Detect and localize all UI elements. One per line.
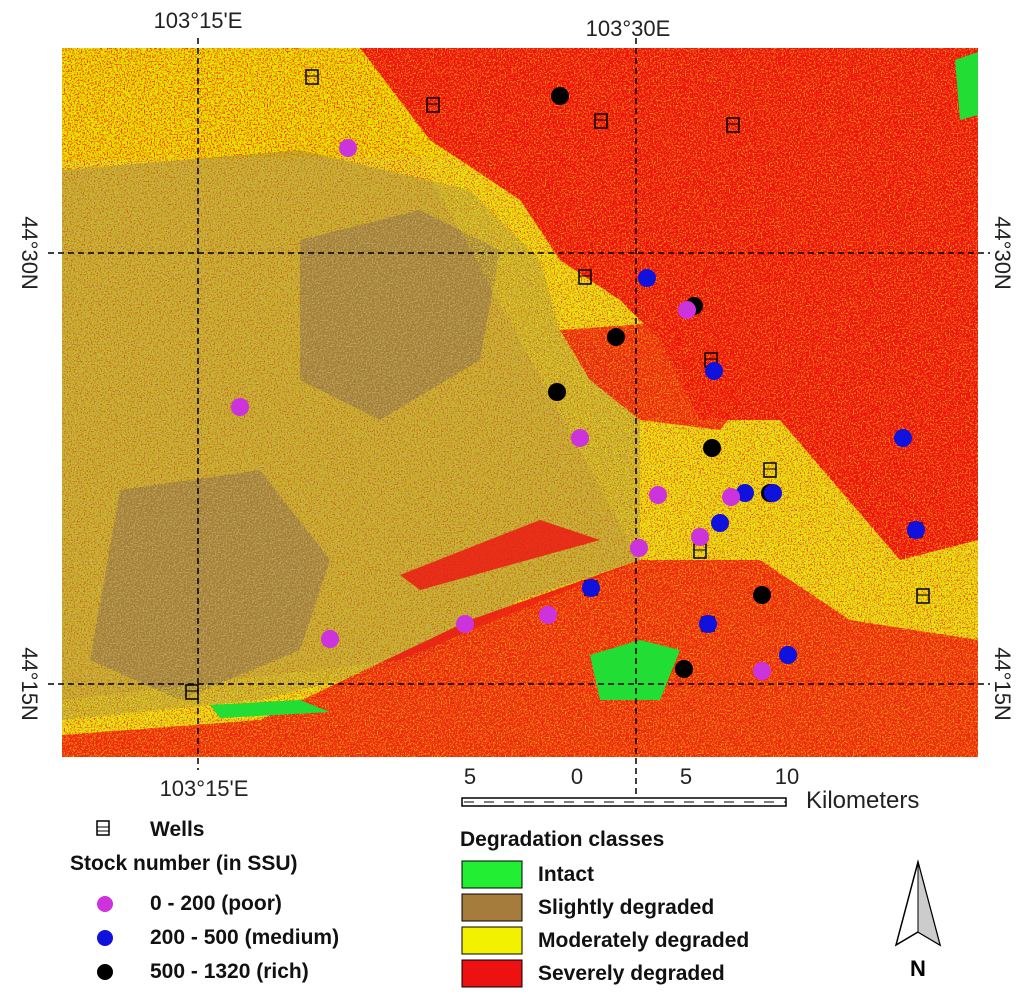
graticule xyxy=(48,38,990,800)
rich-site xyxy=(675,660,693,678)
well xyxy=(426,97,440,113)
legend-title: Degradation classes xyxy=(460,828,664,851)
well xyxy=(594,113,608,129)
scale-label: 0 xyxy=(571,764,583,789)
legend-label: 200 - 500 (medium) xyxy=(150,926,339,949)
poor-site xyxy=(691,528,709,546)
rich-site xyxy=(703,439,721,457)
poor-site xyxy=(339,139,357,157)
scale-label: 5 xyxy=(680,764,692,789)
scale-label: 10 xyxy=(775,764,799,789)
well xyxy=(916,588,930,604)
medium-site xyxy=(736,484,754,502)
scale-bar: 5 0 5 10 Kilometers xyxy=(461,764,919,814)
yellow-speckle xyxy=(62,48,978,757)
medium-site xyxy=(699,615,717,633)
poor-site xyxy=(753,662,771,680)
legend-swatch xyxy=(97,896,113,912)
well xyxy=(578,269,592,285)
medium-site xyxy=(779,646,797,664)
medium-site xyxy=(711,514,729,532)
legend-label: Slightly degraded xyxy=(538,896,714,919)
well xyxy=(185,684,199,700)
legend-swatch xyxy=(461,893,523,922)
well xyxy=(305,69,319,85)
lat-label: 44°15N xyxy=(17,647,42,721)
poor-site xyxy=(678,301,696,319)
poor-site xyxy=(722,488,740,506)
legend-label: Severely degraded xyxy=(538,962,725,985)
legend-label: 500 - 1320 (rich) xyxy=(150,960,309,983)
legend-title: Stock number (in SSU) xyxy=(70,852,298,875)
medium-site xyxy=(582,579,600,597)
north-label: N xyxy=(910,956,926,981)
poor-site xyxy=(649,486,667,504)
markers xyxy=(185,69,930,700)
well xyxy=(726,117,740,133)
legend-label: Intact xyxy=(538,863,594,886)
rich-site xyxy=(551,87,569,105)
lon-label: 103°15'E xyxy=(154,8,243,33)
legend-swatch xyxy=(461,860,523,889)
scale-pattern xyxy=(461,797,787,803)
rich-site xyxy=(548,383,566,401)
rich-site xyxy=(607,328,625,346)
legend-swatch xyxy=(97,964,113,980)
medium-site xyxy=(907,521,925,539)
legend: Wells Stock number (in SSU) 0 - 200 (poo… xyxy=(70,818,749,988)
legend-swatch xyxy=(461,926,523,955)
north-arrow: N xyxy=(894,859,942,981)
lon-label: 103°30E xyxy=(586,16,671,41)
legend-label: Wells xyxy=(150,818,204,841)
legend-swatch xyxy=(461,959,523,988)
poor-site xyxy=(571,429,589,447)
medium-site xyxy=(705,362,723,380)
rich-site xyxy=(753,586,771,604)
legend-label: 0 - 200 (poor) xyxy=(150,892,282,915)
poor-site xyxy=(231,398,249,416)
legend-label: Moderately degraded xyxy=(538,929,749,952)
poor-site xyxy=(539,606,557,624)
lat-label: 44°30N xyxy=(17,216,42,290)
poor-site xyxy=(456,615,474,633)
scale-unit: Kilometers xyxy=(806,787,919,814)
scale-label: 5 xyxy=(464,764,476,789)
severe-strip xyxy=(400,520,600,590)
poor-site xyxy=(321,630,339,648)
well-icon xyxy=(96,820,110,836)
lon-label: 103°15'E xyxy=(160,776,249,801)
poor-site xyxy=(630,539,648,557)
medium-site xyxy=(764,484,782,502)
well xyxy=(763,462,777,478)
raster xyxy=(62,48,978,757)
medium-site xyxy=(638,269,656,287)
legend-swatch xyxy=(97,930,113,946)
medium-site xyxy=(894,429,912,447)
lat-label: 44°15N xyxy=(990,647,1015,721)
lat-label: 44°30N xyxy=(990,216,1015,290)
